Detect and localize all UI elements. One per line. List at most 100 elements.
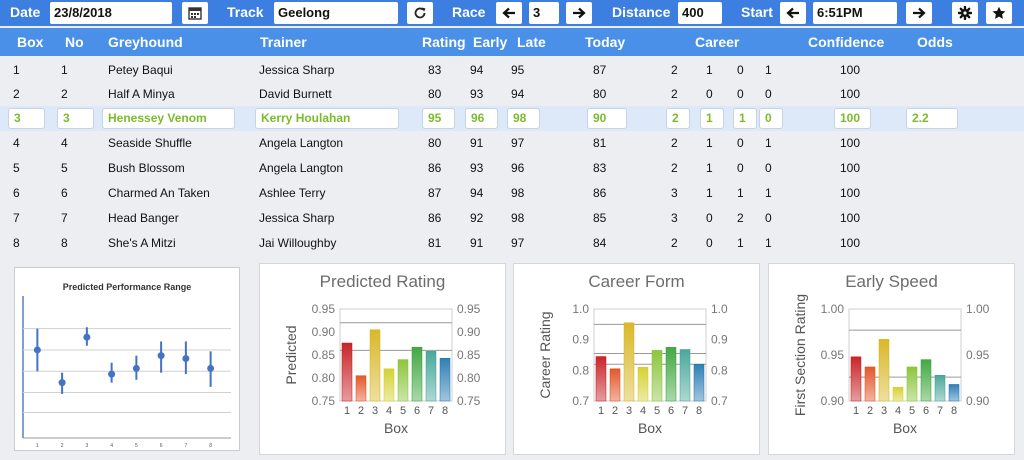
tick-label: 4 <box>110 443 113 449</box>
cell-greyhound: Half A Minya <box>108 87 175 101</box>
cell-trainer: Jessica Sharp <box>259 63 335 77</box>
cell-rating: 87 <box>428 186 442 200</box>
x-tick-label: 6 <box>923 405 929 417</box>
race-next-button[interactable] <box>566 2 592 24</box>
cell-trainer: Kerry Houlahan <box>255 108 399 129</box>
cell-today: 86 <box>593 186 607 200</box>
cell-no: 4 <box>61 136 68 150</box>
x-tick-label: 5 <box>400 405 406 417</box>
table-header: Box No Greyhound Trainer Rating Early La… <box>0 28 1024 56</box>
cell-c2: 1 <box>706 63 713 77</box>
cell-early: 94 <box>470 186 484 200</box>
career-form-panel: Career Form 0.7 0.7 0.8 0.8 0.9 0.9 1.0 1.0 1 2 3 4… <box>513 263 760 455</box>
y-tick-label: 0.75 <box>312 394 336 408</box>
data-point <box>207 364 215 372</box>
y-tick-label: 0.9 <box>572 333 589 347</box>
start-next-button[interactable] <box>906 2 932 24</box>
refresh-button[interactable] <box>407 2 433 24</box>
table-row[interactable]: 2 2 Half A Minya David Burnett 80 93 94 80 2 0 0 0 1… <box>0 82 1024 107</box>
table-row[interactable]: 4 4 Seaside Shuffle Angela Langton 80 91 97 81 2… <box>0 131 1024 156</box>
x-tick-label: 8 <box>696 405 702 417</box>
cell-rating: 80 <box>428 136 442 150</box>
col-odds[interactable]: Odds <box>917 34 953 50</box>
x-tick-label: 8 <box>442 405 448 417</box>
y2-tick-label: 1.0 <box>711 302 728 316</box>
predicted-rating-chart: 0.75 0.75 0.80 0.80 0.85 0.85 0.90 0.90 0.95 0.95… <box>283 302 481 436</box>
bar <box>948 384 960 402</box>
y2-tick-label: 0.8 <box>711 363 728 377</box>
bar <box>850 356 862 402</box>
favorite-button[interactable] <box>986 2 1012 24</box>
x-axis-label: Box <box>893 420 917 436</box>
cell-late: 97 <box>511 136 525 150</box>
calendar-button[interactable] <box>182 2 208 24</box>
distance-field[interactable]: 400 <box>678 2 722 24</box>
col-greyhound[interactable]: Greyhound <box>108 34 183 50</box>
col-early[interactable]: Early <box>473 34 508 50</box>
race-field[interactable]: 3 <box>529 2 559 24</box>
cell-today: 90 <box>587 108 627 129</box>
plot-area <box>593 308 707 402</box>
y-axis-label: Predicted <box>283 325 299 384</box>
race-prev-button[interactable] <box>496 2 522 24</box>
table-row[interactable]: 8 8 She's A Mitzi Jai Willoughby 81 91 97 84 2 0 1… <box>0 231 1024 256</box>
cell-no: 5 <box>61 161 68 175</box>
performance-range-panel: Predicted Performance Range 1 2 3 4 5 6 7 8 <box>4 263 250 455</box>
arrow-right-icon <box>573 7 586 19</box>
col-career[interactable]: Career <box>695 34 740 50</box>
cell-odds: 2.2 <box>906 108 958 129</box>
x-tick-label: 7 <box>428 405 434 417</box>
table-row[interactable]: 7 7 Head Banger Jessica Sharp 86 92 98 85 3 0 2 0 10… <box>0 206 1024 231</box>
col-today[interactable]: Today <box>585 34 626 50</box>
col-no[interactable]: No <box>65 34 84 50</box>
settings-button[interactable] <box>952 2 978 24</box>
cell-confidence: 100 <box>840 211 861 225</box>
start-prev-button[interactable] <box>780 2 806 24</box>
bar <box>439 357 451 402</box>
date-field[interactable]: 23/8/2018 <box>50 2 172 24</box>
tick-label: 7 <box>184 443 187 449</box>
cell-today: 80 <box>593 87 607 101</box>
tick-label: 8 <box>209 443 212 449</box>
table-row[interactable]: 6 6 Charmed An Taken Ashlee Terry 87 94 98 86 3 1… <box>0 181 1024 206</box>
col-confidence[interactable]: Confidence <box>808 34 885 50</box>
cell-confidence: 100 <box>840 63 861 77</box>
col-rating[interactable]: Rating <box>422 34 466 50</box>
cell-c4: 0 <box>759 108 783 129</box>
data-point <box>132 364 140 372</box>
x-tick-label: 2 <box>358 405 364 417</box>
table-row[interactable]: 5 5 Bush Blossom Angela Langton 86 93 96 83 2 1 0 0… <box>0 156 1024 181</box>
bar <box>369 329 381 402</box>
col-trainer[interactable]: Trainer <box>260 34 307 50</box>
table-row[interactable]: 1 1 Petey Baqui Jessica Sharp 83 94 95 87 2 1 0 1 10… <box>0 58 1024 83</box>
cell-c2: 1 <box>706 136 713 150</box>
plot-area <box>339 308 453 402</box>
col-box[interactable]: Box <box>17 34 44 50</box>
x-tick-label: 2 <box>612 405 618 417</box>
col-late[interactable]: Late <box>517 34 546 50</box>
bar <box>665 347 677 402</box>
cell-box: 5 <box>13 161 20 175</box>
cell-early: 94 <box>470 63 484 77</box>
cell-trainer: David Burnett <box>259 87 332 101</box>
table-row[interactable]: 3 3 Henessey Venom Kerry Houlahan 95 96 98 90 2 1… <box>0 106 1024 131</box>
cell-c2: 1 <box>700 108 724 129</box>
bar <box>637 367 649 402</box>
cell-early: 93 <box>470 87 484 101</box>
cell-late: 98 <box>511 186 525 200</box>
cell-c1: 2 <box>671 161 678 175</box>
cell-greyhound: Seaside Shuffle <box>108 136 192 150</box>
performance-range-title: Predicted Performance Range <box>62 282 192 292</box>
bar <box>383 368 395 402</box>
bar <box>397 359 409 402</box>
track-field[interactable]: Geelong <box>274 2 398 24</box>
cell-c4: 1 <box>765 63 772 77</box>
cell-box: 8 <box>13 236 20 250</box>
date-label: Date <box>10 4 41 20</box>
cell-no: 7 <box>61 211 68 225</box>
start-time-field[interactable]: 6:51PM <box>813 2 897 24</box>
cell-c3: 0 <box>737 63 744 77</box>
cell-rating: 81 <box>428 236 442 250</box>
track-label: Track <box>227 4 264 20</box>
x-tick-label: 4 <box>386 405 392 417</box>
